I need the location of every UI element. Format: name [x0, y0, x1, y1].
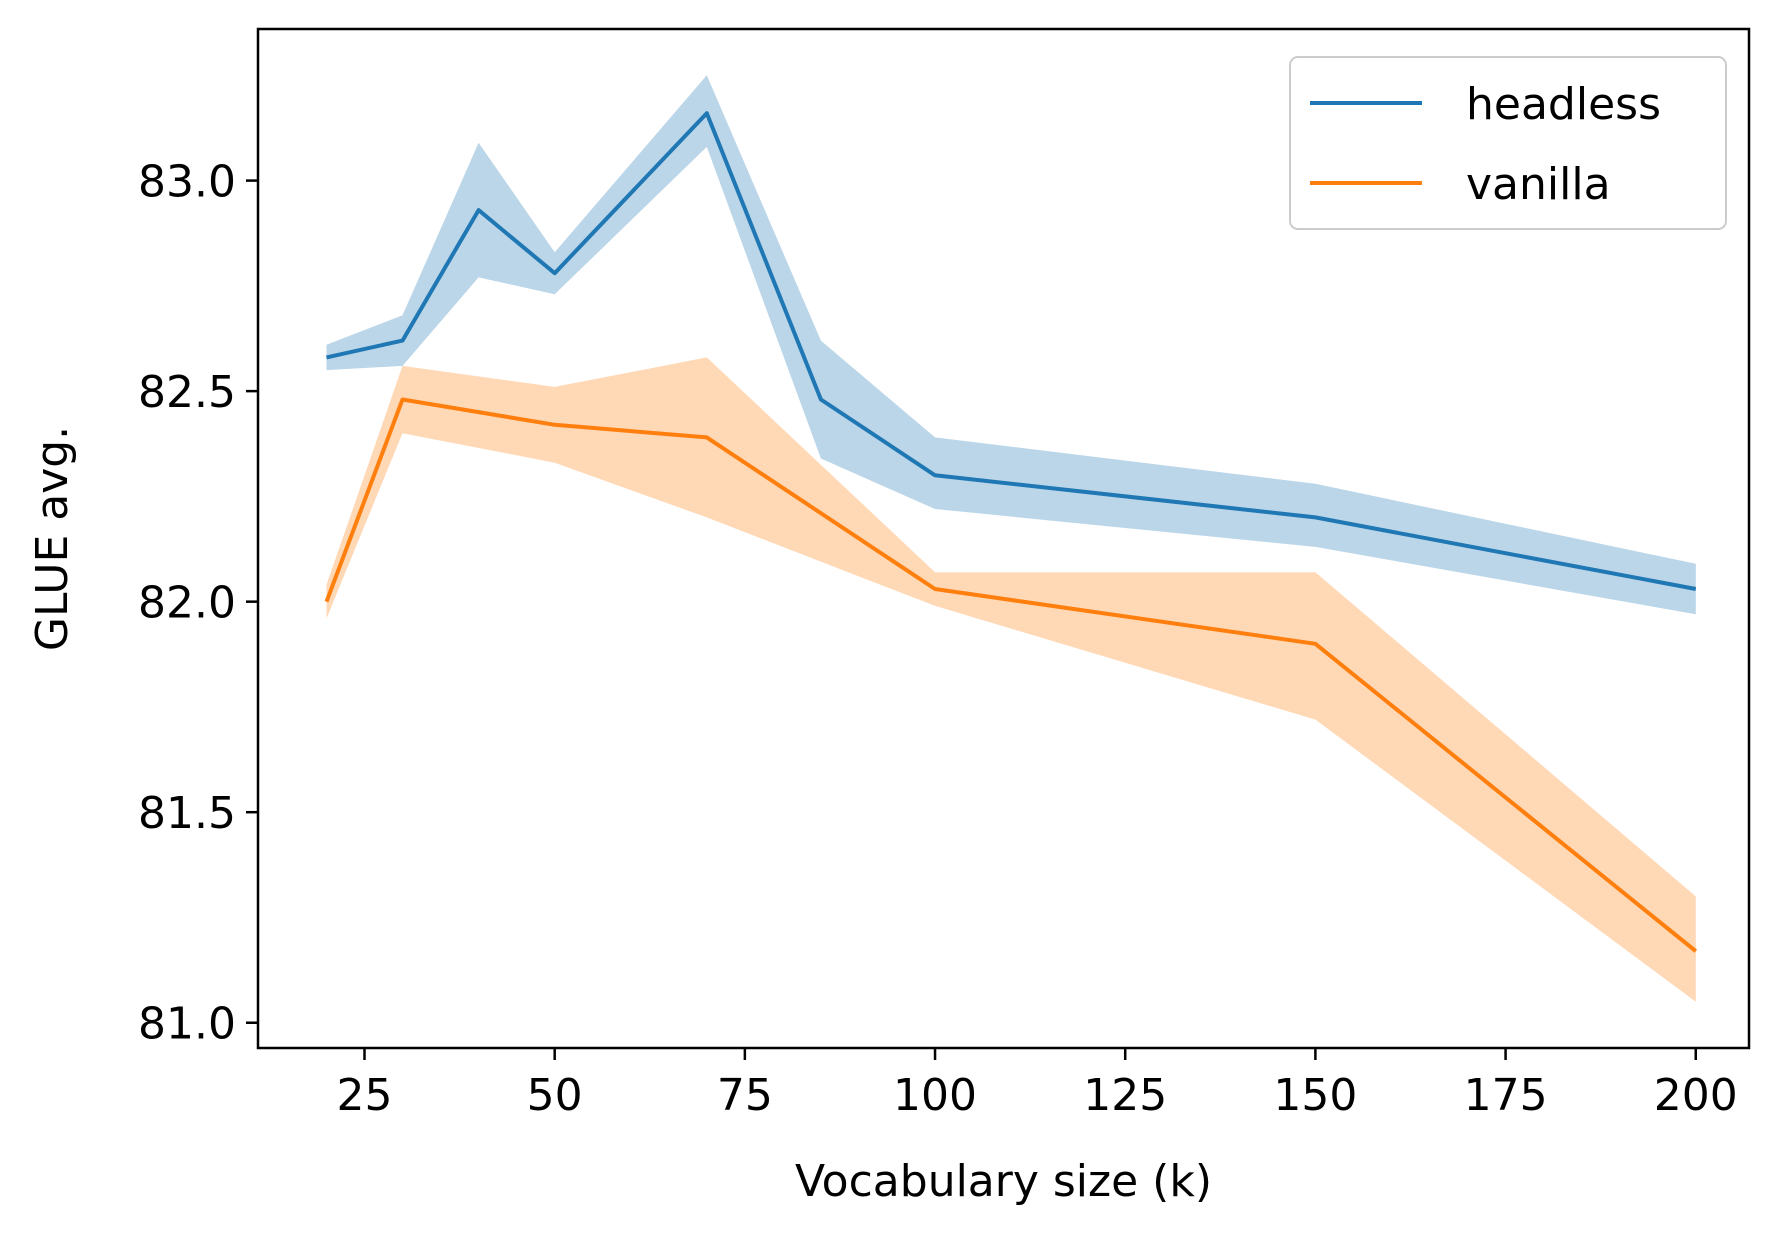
x-axis-ticks: 25 50 75 100 125 150 175 200: [337, 1048, 1738, 1121]
x-tick-label: 175: [1464, 1070, 1548, 1121]
legend-label-headless: headless: [1466, 79, 1661, 130]
x-tick-label: 75: [717, 1070, 773, 1121]
band-vanilla: [326, 357, 1696, 1002]
confidence-bands: [326, 75, 1696, 1002]
y-tick-label: 81.5: [138, 788, 236, 839]
series-lines: [324, 111, 1698, 953]
y-tick-label: 83.0: [138, 157, 236, 208]
x-tick-label: 100: [893, 1070, 977, 1121]
x-tick-label: 150: [1273, 1070, 1357, 1121]
legend-box: [1289, 56, 1727, 230]
x-tick-label: 125: [1083, 1070, 1167, 1121]
plot-area-frame: [256, 27, 1751, 1050]
x-tick-label: 50: [527, 1070, 583, 1121]
band-headless: [326, 75, 1696, 615]
y-axis-label: GLUE avg.: [27, 426, 78, 651]
y-tick-label: 82.5: [138, 367, 236, 418]
x-tick-label: 25: [337, 1070, 393, 1121]
y-tick-label: 81.0: [138, 999, 236, 1050]
x-axis-label: Vocabulary size (k): [795, 1156, 1212, 1207]
y-axis-ticks: 81.0 81.5 82.0 82.5 83.0: [138, 157, 258, 1050]
y-tick-label: 82.0: [138, 578, 236, 629]
legend-label-vanilla: vanilla: [1466, 159, 1611, 210]
x-tick-label: 200: [1654, 1070, 1738, 1121]
legend: headless vanilla: [1289, 56, 1727, 230]
